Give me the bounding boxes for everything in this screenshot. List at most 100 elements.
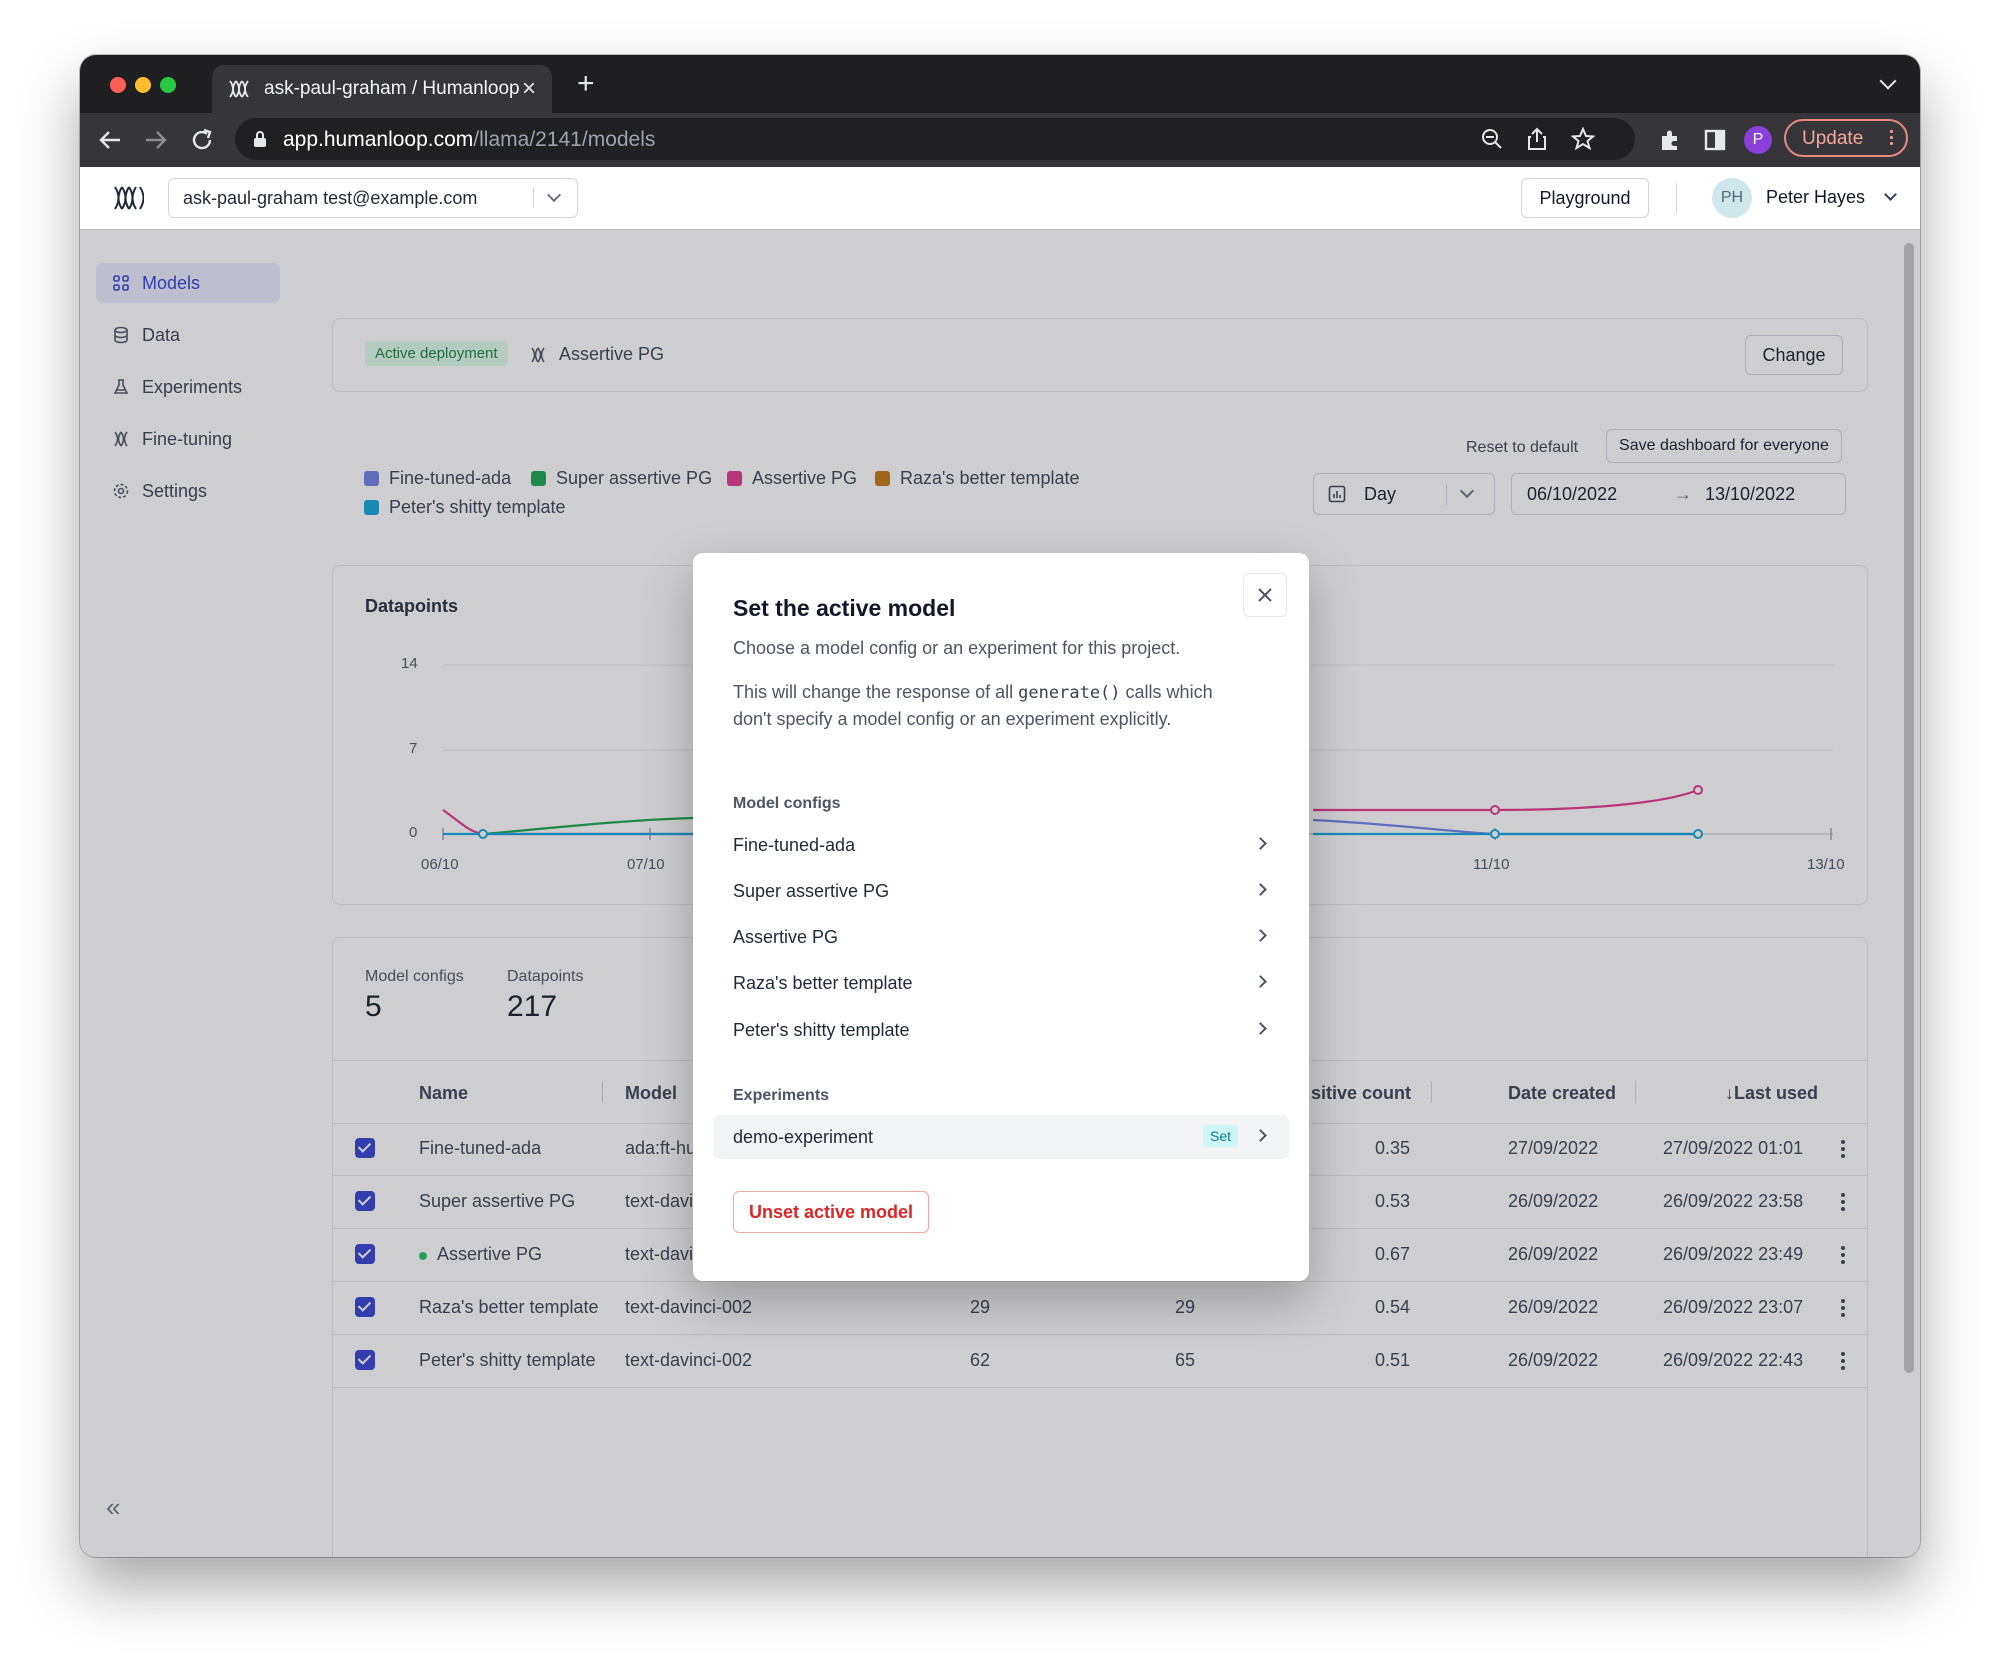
row-menu-icon[interactable] [1841,1140,1845,1144]
user-name[interactable]: Peter Hayes [1766,187,1866,207]
row-menu-icon[interactable] [1841,1352,1845,1356]
table-row[interactable]: Assertive PG text-davi 0.67 26/09/2022 2… [333,1228,1867,1282]
tab-title: ask-paul-graham / Humanloop [264,78,520,99]
maximize-window-button[interactable] [160,77,176,93]
zoom-out-icon[interactable] [1481,128,1503,150]
row-date-created: 26/09/2022 [1508,1350,1599,1370]
config-option-fine-tuned-ada[interactable]: Fine-tuned-ada [713,823,1289,867]
row-count: 29 [970,1297,991,1317]
unset-active-model-button[interactable]: Unset active model [733,1191,929,1233]
sidebar-item-settings[interactable]: Settings [96,471,280,511]
config-option-razas-better-template[interactable]: Raza's better template [713,961,1289,1005]
side-panel-icon[interactable] [1704,129,1726,151]
close-window-button[interactable] [110,77,126,93]
column-header-model[interactable]: Model [625,1083,677,1103]
url-text: app.humanloop.com/llama/2141/models [283,128,656,151]
grid-icon [113,275,129,291]
row-checkbox[interactable] [355,1297,375,1317]
browser-window: ask-paul-graham / Humanloop × + app.huma… [80,55,1920,1557]
x-tick-label: 06/10 [421,856,459,873]
sidebar-item-label: Models [142,273,201,293]
chevron-right-icon [1254,837,1267,850]
tab-bar: ask-paul-graham / Humanloop × + [80,55,1920,113]
sidebar-item-experiments[interactable]: Experiments [96,367,280,407]
warning-text: don't specify a model config or an exper… [733,709,1172,729]
change-button[interactable]: Change [1745,335,1843,375]
address-bar[interactable]: app.humanloop.com/llama/2141/models [235,118,1635,160]
sidebar-item-fine-tuning[interactable]: Fine-tuning [96,419,280,459]
row-checkbox[interactable] [355,1191,375,1211]
row-menu-icon[interactable] [1841,1299,1845,1303]
database-icon [114,326,128,344]
save-dashboard-button[interactable]: Save dashboard for everyone [1606,429,1842,463]
chevron-right-icon [1254,1022,1267,1035]
browser-menu-icon[interactable] [1890,130,1893,133]
profile-avatar[interactable]: P [1744,126,1772,154]
config-option-peters-shitty-template[interactable]: Peter's shitty template [713,1008,1289,1052]
row-name: Peter's shitty template [419,1350,596,1370]
column-divider [1635,1081,1636,1103]
row-checkbox[interactable] [355,1350,375,1370]
new-tab-button[interactable]: + [577,67,595,100]
row-last-used: 26/09/2022 23:58 [1663,1191,1804,1211]
extensions-puzzle-icon[interactable] [1658,128,1682,152]
flask-icon [113,379,129,394]
bookmark-star-icon[interactable] [1571,127,1595,151]
address-bar-row: app.humanloop.com/llama/2141/models P Up… [80,113,1920,167]
config-option-assertive-pg[interactable]: Assertive PG [713,915,1289,959]
collapse-sidebar-icon[interactable]: « [106,1492,121,1522]
row-name: Raza's better template [419,1297,599,1317]
data-point [1490,805,1500,815]
date-range-picker[interactable]: 06/10/2022 → 13/10/2022 [1511,473,1846,515]
legend-swatch [364,500,379,515]
dialog-title: Set the active model [733,595,956,621]
sidebar-item-data[interactable]: Data [96,315,280,355]
column-header-positive-count[interactable]: sitive count [1311,1083,1412,1103]
page-scrollbar[interactable] [1904,243,1914,1373]
legend-label: Assertive PG [752,468,858,488]
granularity-select[interactable]: Day [1313,473,1495,515]
playground-button[interactable]: Playground [1521,178,1649,218]
config-option-super-assertive-pg[interactable]: Super assertive PG [713,869,1289,913]
humanloop-logo-icon[interactable] [112,185,144,211]
table-row[interactable]: Peter's shitty template text-davinci-002… [333,1334,1867,1388]
user-menu-chevron-icon[interactable] [1884,188,1897,201]
row-model: text-davi [625,1191,694,1211]
tab-list-chevron-icon[interactable] [1879,72,1897,90]
column-header-last-used[interactable]: ↓Last used [1725,1083,1819,1103]
column-header-name[interactable]: Name [419,1083,469,1103]
row-checkbox[interactable] [355,1138,375,1158]
row-last-used: 27/09/2022 01:01 [1663,1138,1804,1158]
reset-to-default-link[interactable]: Reset to default [1466,439,1579,456]
warning-text: This will change the response of all [733,682,1014,702]
reload-icon[interactable] [190,128,214,152]
row-menu-icon[interactable] [1841,1193,1845,1197]
column-header-date-created[interactable]: Date created [1508,1083,1617,1103]
active-deployment-badge: Active deployment [365,341,508,366]
browser-tab[interactable]: ask-paul-graham / Humanloop × [212,65,552,113]
user-avatar[interactable]: PH [1712,178,1752,218]
forward-arrow-icon[interactable] [144,129,168,151]
minimize-window-button[interactable] [135,77,151,93]
legend-swatch [531,471,546,486]
back-arrow-icon[interactable] [98,129,122,151]
data-point [1693,829,1703,839]
row-menu-icon[interactable] [1841,1246,1845,1250]
sidebar-item-models[interactable]: Models [96,263,280,303]
share-icon[interactable] [1527,127,1547,151]
row-checkbox[interactable] [355,1244,375,1264]
humanloop-logo-icon [531,347,545,363]
deployed-model-name: Assertive PG [559,344,665,364]
table-row[interactable]: Raza's better template text-davinci-002 … [333,1281,1867,1335]
tab-close-icon[interactable]: × [522,75,537,102]
close-dialog-button[interactable] [1243,573,1287,617]
series-line-assertive-pg [1313,788,1699,812]
row-date-created: 26/09/2022 [1508,1244,1599,1264]
row-score: 0.67 [1375,1244,1411,1264]
update-button[interactable]: Update [1784,119,1908,157]
row-last-used: 26/09/2022 23:07 [1663,1297,1804,1317]
datapoints-label: Datapoints [507,968,584,985]
project-selector[interactable]: ask-paul-graham test@example.com [168,178,578,218]
experiment-option-demo-experiment[interactable]: demo-experiment Set [713,1115,1289,1159]
dialog-warning: This will change the response of all gen… [733,679,1273,732]
